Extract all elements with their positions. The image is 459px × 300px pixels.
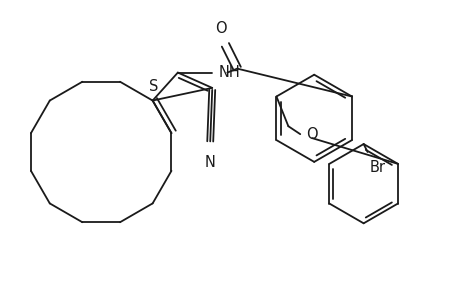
Text: N: N (204, 155, 215, 170)
Text: NH: NH (218, 65, 240, 80)
Text: S: S (149, 79, 158, 94)
Text: O: O (306, 127, 317, 142)
Text: Br: Br (369, 160, 385, 175)
Text: O: O (215, 21, 227, 36)
